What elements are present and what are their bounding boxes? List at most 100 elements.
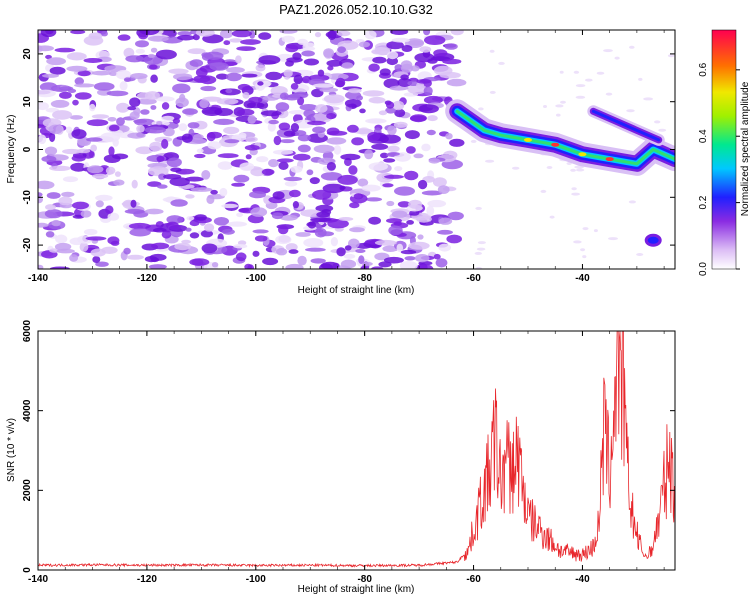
- noise-blob: [225, 88, 233, 94]
- noise-blob: [125, 55, 144, 63]
- noise-blob: [278, 161, 289, 170]
- noise-blob: [156, 155, 165, 162]
- heatmap-xtick-label: -40: [575, 273, 590, 284]
- noise-blob: [129, 97, 141, 107]
- noise-blob: [399, 261, 418, 269]
- heatmap-ytick-label: 0: [22, 146, 33, 152]
- noise-blob: [314, 31, 322, 38]
- faint-speck: [643, 97, 654, 101]
- noise-blob: [245, 154, 252, 160]
- faint-speck: [498, 61, 505, 65]
- faint-speck: [543, 105, 547, 108]
- hot-spot: [551, 142, 560, 147]
- faint-speck: [470, 139, 477, 143]
- noise-blob: [276, 108, 289, 119]
- noise-blob: [182, 108, 198, 115]
- noise-blob: [123, 77, 132, 82]
- snr-ytick-label: 2000: [22, 479, 33, 502]
- faint-speck: [626, 109, 635, 113]
- noise-blob: [189, 232, 200, 239]
- noise-blob: [54, 242, 72, 251]
- noise-blob: [62, 176, 79, 183]
- noise-blob: [290, 165, 303, 173]
- noise-blob: [394, 108, 406, 118]
- noise-blob: [149, 141, 163, 152]
- noise-blob: [386, 218, 402, 224]
- secondary-ridge: [591, 109, 661, 142]
- noise-blob: [313, 144, 335, 154]
- snr-ytick-label: 6000: [22, 319, 33, 342]
- noise-blob: [292, 201, 299, 209]
- noise-blob: [137, 92, 153, 100]
- noise-blob: [51, 219, 61, 227]
- noise-blob: [71, 129, 87, 139]
- noise-blob: [442, 58, 462, 65]
- noise-blob: [424, 35, 446, 45]
- noise-blob: [320, 172, 343, 181]
- noise-blob: [44, 146, 58, 156]
- noise-blob: [286, 57, 303, 63]
- noise-blob: [49, 66, 66, 75]
- noise-blob: [446, 78, 467, 87]
- noise-blob: [100, 132, 121, 143]
- noise-blob: [48, 124, 63, 135]
- noise-blob: [213, 118, 235, 125]
- noise-blob: [307, 120, 326, 126]
- noise-blob: [365, 197, 383, 202]
- noise-blob: [333, 145, 342, 155]
- noise-blob: [288, 249, 299, 254]
- noise-blob: [45, 54, 52, 60]
- noise-blob: [438, 243, 452, 252]
- noise-blob: [163, 174, 182, 180]
- noise-blob: [140, 109, 150, 115]
- noise-blob: [135, 146, 154, 155]
- noise-blob: [229, 38, 243, 43]
- noise-blob: [49, 165, 71, 171]
- noise-blob: [252, 229, 269, 234]
- noise-blob: [235, 252, 247, 262]
- noise-blob: [105, 166, 116, 175]
- noise-blob: [323, 94, 345, 104]
- noise-blob: [207, 131, 223, 139]
- faint-speck: [555, 104, 564, 108]
- faint-speck: [573, 240, 582, 244]
- noise-blob: [297, 134, 311, 142]
- noise-blob: [273, 135, 282, 146]
- noise-blob: [408, 241, 430, 250]
- snr-ytick-label: 0: [22, 567, 33, 573]
- noise-blob: [349, 202, 360, 209]
- noise-blob: [248, 96, 263, 103]
- noise-blob: [233, 174, 250, 183]
- noise-blob: [437, 185, 450, 195]
- noise-blob: [394, 64, 403, 72]
- noise-blob: [392, 100, 405, 111]
- noise-blob: [400, 249, 417, 255]
- noise-blob: [38, 89, 56, 98]
- noise-blob: [316, 211, 331, 218]
- noise-blob: [221, 203, 239, 209]
- noise-blob: [355, 242, 372, 249]
- noise-blob: [179, 93, 186, 103]
- noise-blob: [185, 176, 204, 182]
- noise-blob: [303, 109, 316, 118]
- noise-blob: [41, 155, 57, 163]
- noise-blob: [128, 222, 151, 230]
- noise-blob: [378, 261, 392, 268]
- noise-blob: [172, 83, 191, 94]
- noise-blob: [74, 92, 92, 100]
- noise-blob: [147, 53, 155, 58]
- noise-blob: [245, 136, 258, 143]
- noise-blob: [372, 56, 387, 64]
- noise-blob: [367, 118, 384, 123]
- noise-blob: [394, 186, 415, 196]
- noise-blob: [107, 212, 120, 221]
- noise-blob: [200, 85, 217, 92]
- noise-blob: [390, 30, 409, 35]
- noise-blob: [155, 96, 175, 102]
- noise-blob: [247, 264, 255, 269]
- noise-blob: [187, 48, 206, 55]
- noise-blob: [199, 99, 210, 109]
- noise-blob: [72, 99, 79, 106]
- faint-speck: [475, 206, 482, 210]
